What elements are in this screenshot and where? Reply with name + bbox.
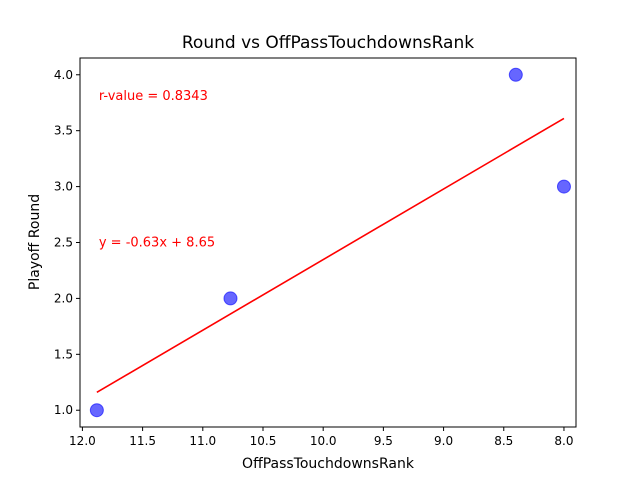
y-tick-label: 1.0: [54, 403, 73, 417]
data-point: [508, 67, 523, 82]
data-point: [89, 403, 104, 418]
x-tick-label: 12.0: [69, 434, 96, 448]
x-tick-label: 8.5: [494, 434, 513, 448]
regression-line-group: [96, 117, 565, 394]
y-tick-label: 2.5: [54, 236, 73, 250]
y-tick-label: 3.0: [54, 180, 73, 194]
x-tick-label: 10.0: [310, 434, 337, 448]
x-tick-label: 11.0: [189, 434, 216, 448]
y-axis-ticks: 1.0 1.5 2.0 2.5 3.0 3.5 4.0: [54, 68, 80, 417]
annotations: r-value = 0.8343 y = -0.63x + 8.65: [99, 89, 215, 250]
data-points: [89, 67, 571, 418]
x-tick-label: 8.0: [554, 434, 573, 448]
chart-title: Round vs OffPassTouchdownsRank: [182, 33, 474, 53]
x-tick-label: 9.5: [374, 434, 393, 448]
regression-line: [96, 117, 565, 394]
x-axis-label: OffPassTouchdownsRank: [242, 456, 415, 472]
data-point: [556, 179, 571, 194]
y-tick-label: 1.5: [54, 347, 73, 361]
data-point: [223, 291, 238, 306]
y-tick-label: 3.5: [54, 124, 73, 138]
y-tick-label: 2.0: [54, 291, 73, 305]
annotation-text: y = -0.63x + 8.65: [99, 235, 215, 250]
y-tick-label: 4.0: [54, 68, 73, 82]
y-axis-label: Playoff Round: [27, 194, 43, 290]
x-tick-label: 10.5: [250, 434, 277, 448]
x-tick-label: 9.0: [434, 434, 453, 448]
x-tick-label: 11.5: [129, 434, 156, 448]
plot-area: [79, 57, 577, 428]
x-axis-ticks: 12.0 11.5 11.0 10.5 10.0 9.5 9.0 8.5 8.0: [69, 427, 574, 448]
annotation-text: r-value = 0.8343: [99, 89, 208, 104]
